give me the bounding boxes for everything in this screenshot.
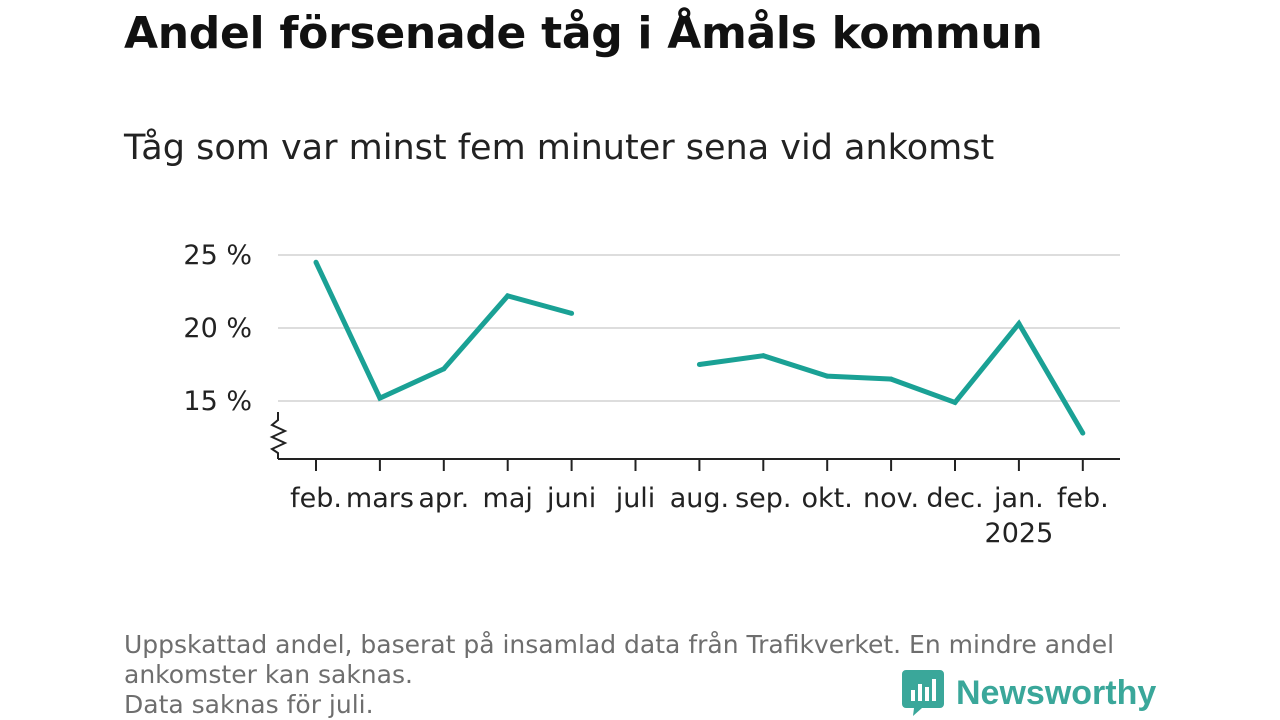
x-tick-label: apr. (418, 483, 469, 514)
chart-title: Andel försenade tåg i Åmåls kommun (124, 8, 1043, 59)
x-tick-label: nov. (863, 483, 919, 514)
data-point (505, 293, 511, 299)
footnote-line-2: ankomster kan saknas. (124, 660, 413, 689)
data-point (760, 353, 766, 359)
x-tick-label: mars (346, 483, 414, 514)
newsworthy-logo-icon (902, 670, 944, 716)
data-point (824, 373, 830, 379)
data-point (313, 259, 319, 265)
brand-name: Newsworthy (956, 673, 1157, 712)
newsworthy-brand: Newsworthy (902, 670, 1156, 716)
x-tick-label: dec. (926, 483, 983, 514)
data-point (1016, 321, 1022, 327)
x-tick-label: jan. (993, 483, 1044, 514)
data-point (696, 362, 702, 367)
y-tick-label: 20 % (183, 313, 252, 344)
data-point (377, 395, 383, 401)
data-point (441, 366, 447, 372)
x-tick-label: feb. (290, 483, 342, 514)
y-tick-label: 15 % (183, 386, 252, 417)
y-axis-break-icon (269, 412, 288, 459)
x-tick-label: juli (615, 483, 656, 514)
data-point (952, 399, 958, 405)
x-tick-label: aug. (670, 483, 729, 514)
x-tick-label: okt. (802, 483, 853, 514)
footnote: Uppskattad andel, baserat på insamlad da… (124, 630, 1164, 720)
data-point (569, 310, 575, 316)
footnote-line-1: Uppskattad andel, baserat på insamlad da… (124, 630, 1115, 659)
x-year-label: 2025 (985, 518, 1054, 549)
data-point (888, 376, 894, 382)
y-tick-label: 25 % (183, 240, 252, 271)
data-point (1080, 430, 1086, 436)
series-line-segment (313, 261, 573, 402)
x-tick-label: sep. (735, 483, 791, 514)
x-tick-label: maj (483, 483, 533, 514)
chart-subtitle: Tåg som var minst fem minuter sena vid a… (124, 128, 995, 168)
line-chart: 15 %20 %25 %feb. mars apr. maj juni juli aug. s… (183, 240, 1120, 549)
footnote-line-3: Data saknas för juli. (124, 690, 374, 719)
x-tick-label: feb. (1057, 483, 1109, 514)
x-tick-label: juni (546, 483, 596, 514)
